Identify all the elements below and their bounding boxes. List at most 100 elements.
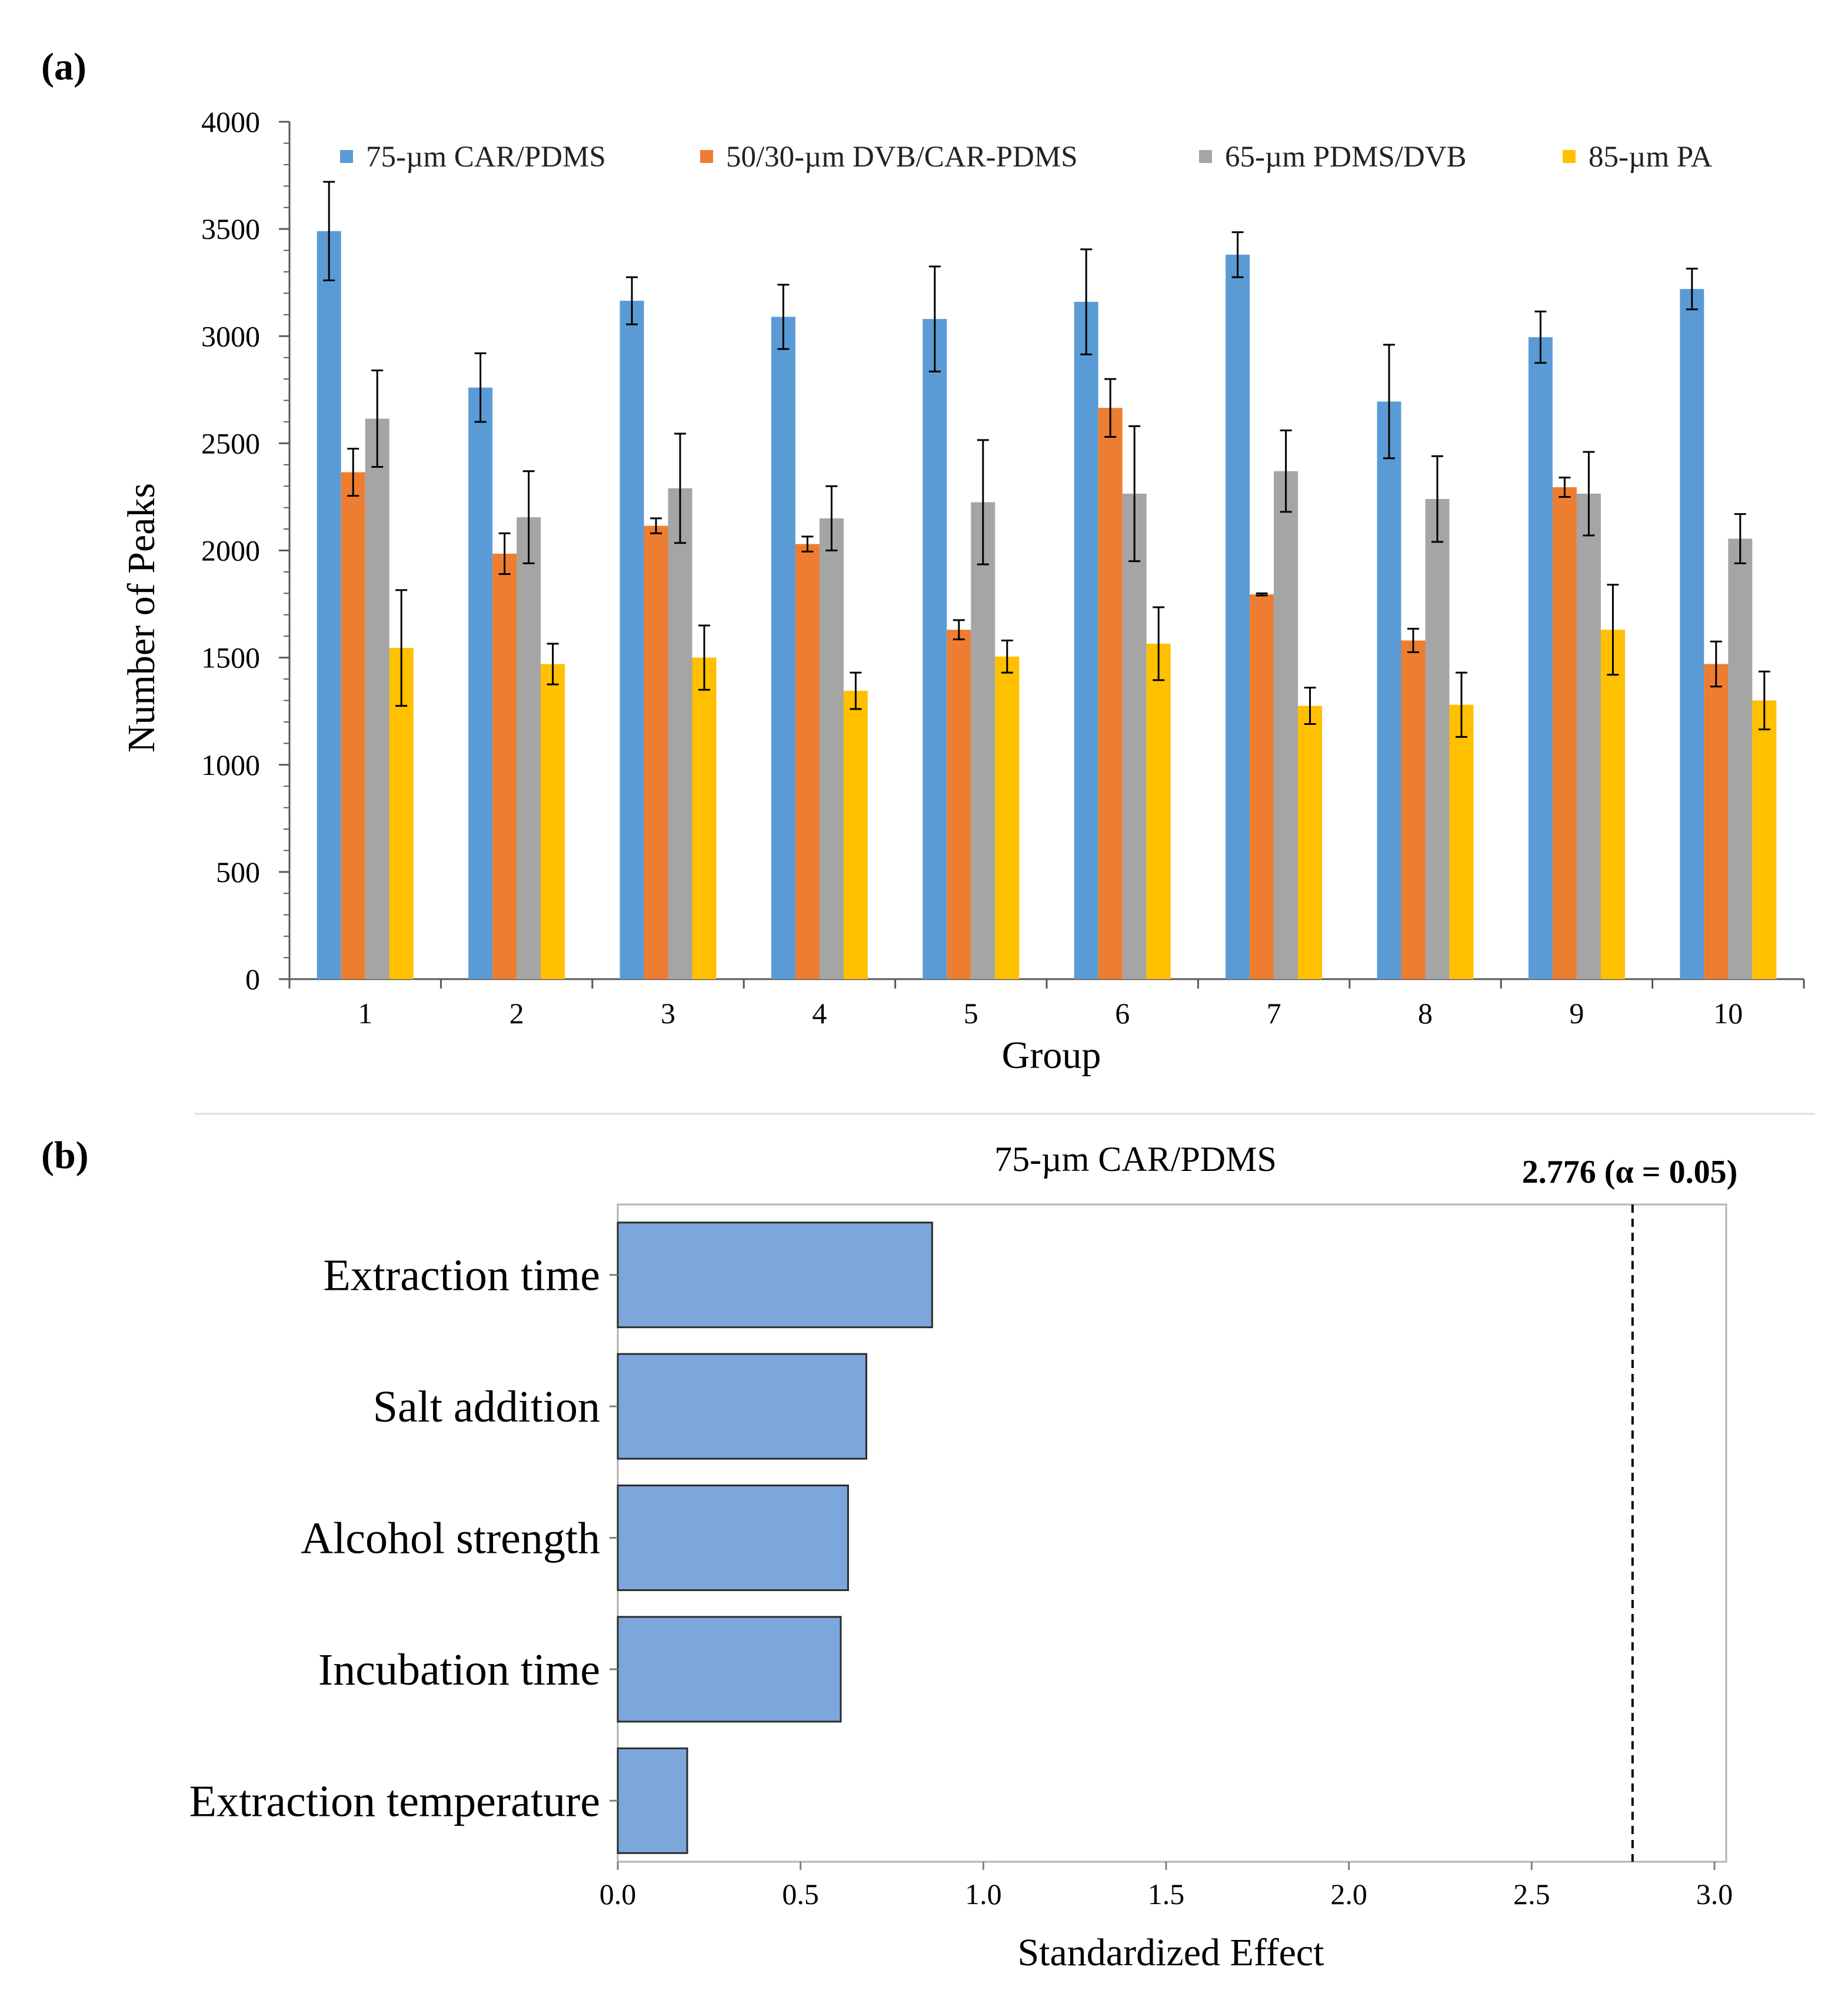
bar-50-30-m-dvb-car-pdms-group-6	[1098, 408, 1123, 979]
bar-50-30-m-dvb-car-pdms-group-10	[1704, 664, 1729, 979]
y-tick-label: 2000	[201, 534, 260, 567]
bar-salt-addition	[617, 1353, 868, 1460]
bar-75-m-car-pdms-group-1	[317, 231, 341, 980]
bar-50-30-m-dvb-car-pdms-group-7	[1250, 594, 1274, 979]
category-label-extraction-time: Extraction time	[323, 1251, 600, 1300]
bar-65-m-pdms-dvb-group-3	[668, 488, 692, 979]
bar-75-m-car-pdms-group-2	[468, 387, 493, 979]
bar-85-m-pa-group-9	[1600, 630, 1625, 979]
bar-65-m-pdms-dvb-group-5	[971, 502, 995, 979]
bar-50-30-m-dvb-car-pdms-group-3	[644, 525, 668, 979]
bar-65-m-pdms-dvb-group-2	[517, 517, 541, 979]
bar-extraction-time	[617, 1222, 933, 1329]
bar-alcohol-strength	[617, 1485, 849, 1591]
x-tick-label: 9	[1569, 997, 1584, 1030]
bar-85-m-pa-group-6	[1146, 643, 1171, 979]
bar-85-m-pa-group-4	[843, 691, 868, 979]
panel-b-x-axis-title: Standardized Effect	[1017, 1931, 1324, 1974]
panel-b-category-labels: Extraction time Salt addition Alcohol stre…	[189, 1251, 618, 1826]
y-tick-label: 2500	[201, 427, 260, 460]
legend-entry-85-m-pa: 85-µm PA	[1589, 141, 1712, 174]
y-tick-label: 500	[216, 856, 260, 888]
y-tick-label: 3500	[201, 212, 260, 245]
panel-a-bars	[317, 231, 1777, 980]
panel-a-label: (a)	[41, 45, 86, 88]
category-label-extraction-temperature: Extraction temperature	[189, 1776, 600, 1826]
legend-entry-50-30-m-dvb-car-pdms: 50/30-µm DVB/CAR-PDMS	[726, 141, 1078, 174]
panel-a-x-axis-title: Group	[1002, 1034, 1101, 1077]
x-tick-label: 5	[964, 997, 978, 1030]
panel-a-legend: 75-µm CAR/PDMS 50/30-µm DVB/CAR-PDMS 65-µm…	[340, 141, 1712, 174]
x-tick-label: 2.5	[1513, 1878, 1550, 1911]
bar-50-30-m-dvb-car-pdms-group-8	[1401, 640, 1426, 979]
legend-swatch-65-m-pdms-dvb	[1199, 150, 1212, 163]
panel-a-axes: 0 500 1000 1500 2000 2500 3000 3500 4000 1 2 3 4 5 6 7 8…	[201, 105, 1805, 1030]
legend-swatch-75-m-car-pdms	[340, 150, 353, 163]
x-tick-label: 2	[510, 997, 524, 1030]
x-tick-label: 6	[1115, 997, 1130, 1030]
bar-75-m-car-pdms-group-7	[1226, 254, 1250, 980]
bar-85-m-pa-group-10	[1752, 700, 1777, 979]
bar-65-m-pdms-dvb-group-1	[365, 418, 389, 979]
bar-85-m-pa-group-2	[541, 664, 565, 979]
bar-65-m-pdms-dvb-group-7	[1274, 471, 1298, 979]
bar-65-m-pdms-dvb-group-4	[819, 518, 844, 979]
legend-swatch-50-30-m-dvb-car-pdms	[700, 150, 713, 163]
bar-75-m-car-pdms-group-5	[923, 319, 947, 979]
bar-75-m-car-pdms-group-3	[620, 301, 644, 980]
panel-b-title: 75-µm CAR/PDMS	[994, 1140, 1277, 1179]
y-tick-label: 1000	[201, 748, 260, 781]
panel-b-label: (b)	[41, 1134, 89, 1177]
category-label-incubation-time: Incubation time	[318, 1645, 600, 1695]
panel-a-error-bars	[323, 181, 1770, 738]
bar-85-m-pa-group-8	[1449, 704, 1474, 979]
bar-65-m-pdms-dvb-group-6	[1122, 493, 1147, 979]
bar-extraction-temperature	[617, 1747, 688, 1854]
y-tick-label: 4000	[201, 105, 260, 138]
x-tick-label: 2.0	[1330, 1878, 1367, 1911]
bar-75-m-car-pdms-group-6	[1074, 301, 1098, 979]
x-tick-label: 0.5	[782, 1878, 819, 1911]
bar-50-30-m-dvb-car-pdms-group-1	[341, 472, 365, 979]
x-tick-label: 3	[661, 997, 675, 1030]
y-tick-label: 3000	[201, 320, 260, 352]
threshold-label: 2.776 (α = 0.05)	[1522, 1154, 1737, 1190]
x-tick-label: 1	[358, 997, 372, 1030]
panel-a-y-axis-title: Number of Peaks	[120, 483, 163, 753]
x-tick-label: 10	[1713, 997, 1743, 1030]
x-tick-label: 1.5	[1148, 1878, 1185, 1911]
panel-a-grouped-bar-chart: (a) 0 500 1000 1500 2000 2500 3000 3500 4000 1 2 3 4…	[41, 45, 1805, 1077]
bar-75-m-car-pdms-group-4	[771, 317, 795, 979]
legend-swatch-85-m-pa	[1563, 150, 1576, 163]
bar-85-m-pa-group-5	[995, 656, 1020, 979]
bar-85-m-pa-group-7	[1298, 706, 1323, 979]
legend-entry-65-m-pdms-dvb: 65-µm PDMS/DVB	[1225, 141, 1467, 174]
x-tick-label: 8	[1418, 997, 1433, 1030]
bar-65-m-pdms-dvb-group-10	[1728, 538, 1753, 979]
y-tick-label: 1500	[201, 641, 260, 674]
bar-75-m-car-pdms-group-9	[1528, 337, 1553, 979]
bar-65-m-pdms-dvb-group-9	[1576, 493, 1601, 979]
bar-65-m-pdms-dvb-group-8	[1425, 499, 1450, 979]
bar-50-30-m-dvb-car-pdms-group-5	[947, 630, 971, 979]
x-tick-label: 4	[812, 997, 827, 1030]
panel-b-horizontal-bar-chart: (b) 75-µm CAR/PDMS 0.0 0.5 1.0 1.5 2.0 2.5 3.0…	[41, 1134, 1737, 1974]
legend-entry-75-m-car-pdms: 75-µm CAR/PDMS	[366, 141, 606, 174]
x-tick-label: 1.0	[965, 1878, 1002, 1911]
bar-50-30-m-dvb-car-pdms-group-4	[795, 544, 820, 979]
x-tick-label: 3.0	[1696, 1878, 1733, 1911]
bar-85-m-pa-group-3	[692, 657, 717, 979]
x-tick-label: 0.0	[600, 1878, 637, 1911]
category-label-salt-addition: Salt addition	[373, 1382, 600, 1432]
panel-b-axes: 0.0 0.5 1.0 1.5 2.0 2.5 3.0	[600, 1203, 1733, 1911]
y-tick-label: 0	[245, 963, 260, 996]
x-tick-label: 7	[1267, 997, 1281, 1030]
panel-b-bars	[617, 1222, 933, 1854]
bar-75-m-car-pdms-group-8	[1377, 401, 1401, 979]
bar-incubation-time	[617, 1616, 842, 1723]
bar-50-30-m-dvb-car-pdms-group-9	[1552, 487, 1577, 979]
bar-75-m-car-pdms-group-10	[1680, 289, 1704, 979]
bar-50-30-m-dvb-car-pdms-group-2	[492, 553, 517, 979]
category-label-alcohol-strength: Alcohol strength	[301, 1514, 600, 1563]
